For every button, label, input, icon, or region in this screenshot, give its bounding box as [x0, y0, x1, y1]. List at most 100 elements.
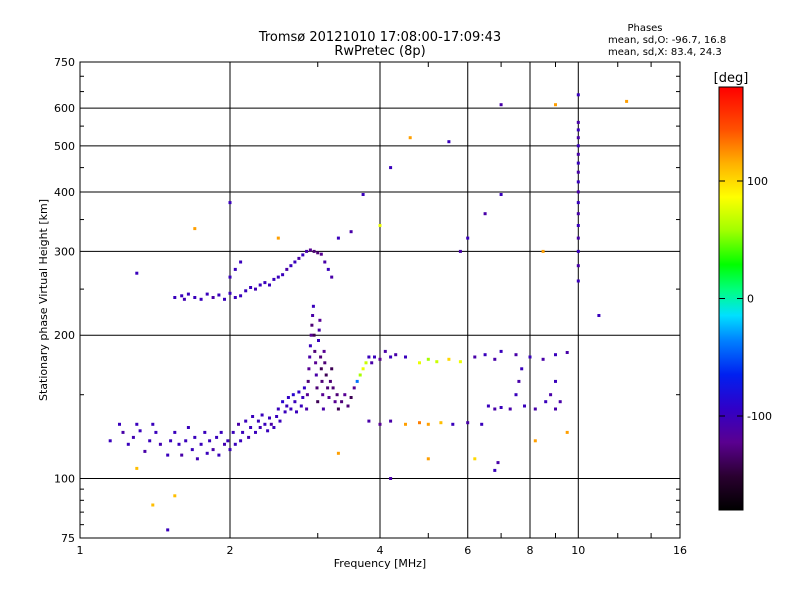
data-point	[295, 410, 298, 414]
colorbar-tick-label: 0	[747, 293, 754, 306]
data-point	[361, 193, 365, 196]
data-point	[451, 422, 455, 426]
data-point	[308, 355, 312, 359]
data-point	[576, 212, 580, 216]
data-point	[349, 396, 353, 399]
data-point	[268, 283, 271, 287]
data-point	[576, 93, 580, 97]
data-point	[215, 435, 219, 439]
data-point	[576, 120, 580, 124]
data-point	[565, 351, 569, 354]
data-point	[135, 422, 139, 426]
data-point	[361, 367, 365, 371]
data-point	[426, 457, 430, 461]
data-point	[291, 393, 295, 397]
data-point	[576, 128, 580, 132]
data-point	[239, 260, 243, 264]
data-point	[199, 297, 203, 301]
data-point	[299, 404, 303, 408]
data-point	[311, 314, 315, 317]
x-axis-label: Frequency [MHz]	[334, 557, 426, 570]
data-point	[597, 314, 601, 317]
data-point	[336, 407, 340, 411]
data-point	[276, 236, 280, 240]
y-tick-label: 400	[54, 186, 75, 199]
data-point	[286, 396, 290, 399]
data-point	[554, 407, 557, 411]
data-point	[260, 413, 264, 417]
data-point	[312, 249, 316, 253]
data-point	[404, 355, 407, 359]
y-tick-label: 600	[54, 102, 75, 115]
data-point	[514, 393, 518, 397]
data-point	[289, 264, 293, 268]
y-tick-label: 100	[54, 473, 75, 486]
data-point	[367, 355, 371, 359]
data-point	[389, 419, 393, 423]
data-point	[186, 426, 190, 429]
data-point	[314, 373, 318, 377]
data-point	[121, 430, 125, 434]
data-point	[331, 386, 335, 390]
data-point	[418, 361, 421, 365]
data-point	[554, 379, 557, 383]
data-point	[554, 353, 557, 357]
data-point	[340, 400, 344, 404]
colorbar-ticks: 100 0 -100	[719, 175, 772, 423]
data-point	[266, 429, 270, 433]
data-point	[458, 360, 462, 364]
data-point	[239, 294, 243, 298]
data-point	[439, 421, 443, 425]
data-point	[173, 430, 177, 434]
data-point	[317, 328, 321, 332]
data-point	[182, 297, 186, 301]
data-point	[541, 357, 545, 361]
data-point	[208, 439, 212, 443]
data-point	[316, 251, 320, 255]
data-point	[285, 404, 289, 408]
data-point	[126, 442, 130, 446]
data-point	[217, 453, 221, 457]
data-point	[138, 429, 142, 433]
data-point	[326, 386, 330, 390]
data-point	[151, 503, 155, 507]
data-point	[169, 439, 173, 443]
y-tick-label: 300	[54, 245, 75, 258]
data-point	[228, 291, 232, 295]
colorbar-label: [deg]	[714, 71, 749, 86]
data-point	[523, 404, 526, 408]
data-point	[514, 353, 518, 357]
data-point	[576, 201, 580, 205]
y-tick-label: 500	[54, 140, 75, 153]
data-point	[244, 419, 248, 423]
data-point	[276, 275, 280, 279]
data-point	[447, 140, 451, 144]
data-point	[305, 393, 309, 397]
data-point	[320, 379, 324, 383]
data-point	[226, 439, 230, 443]
data-point	[378, 422, 382, 426]
data-point	[473, 355, 477, 359]
data-point	[281, 273, 285, 277]
data-point	[193, 435, 197, 439]
data-point	[108, 439, 112, 443]
data-point	[541, 249, 545, 253]
data-point	[499, 193, 503, 196]
data-points	[108, 93, 629, 532]
data-point	[343, 393, 347, 397]
data-point	[324, 373, 328, 377]
data-point	[389, 477, 393, 480]
data-point	[219, 430, 223, 434]
data-point	[228, 201, 232, 205]
data-point	[233, 442, 237, 446]
data-point	[367, 419, 371, 423]
data-point	[313, 349, 317, 353]
data-point	[228, 448, 232, 452]
data-point	[293, 260, 297, 264]
stats-heading: Phases	[627, 23, 662, 34]
data-point	[576, 136, 580, 140]
data-point	[184, 439, 188, 443]
data-point	[244, 289, 248, 293]
data-point	[576, 161, 580, 165]
